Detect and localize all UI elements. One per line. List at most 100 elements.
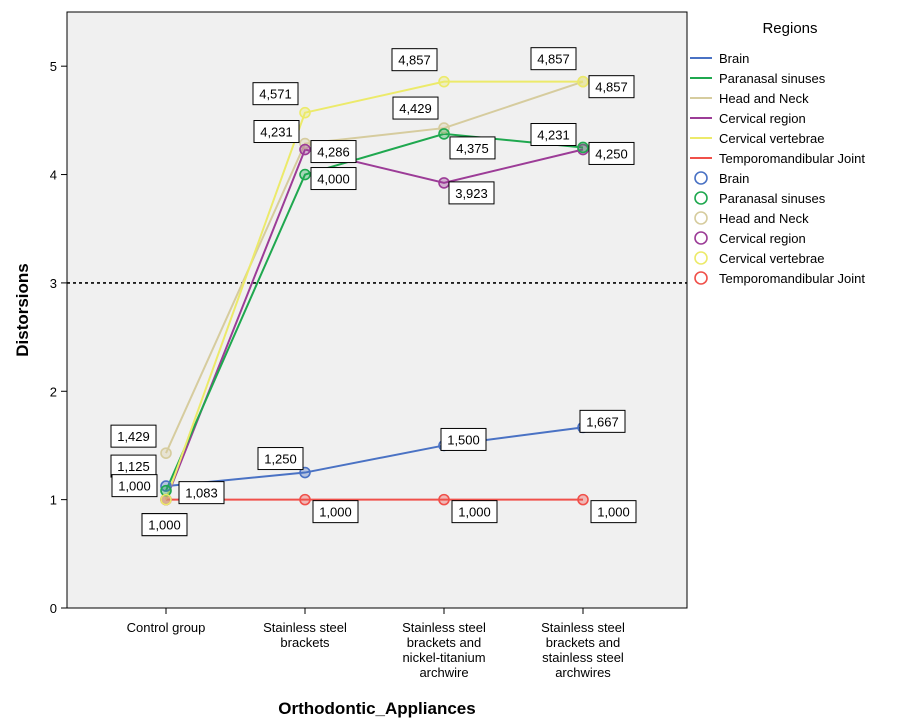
- data-label-box: [579, 409, 626, 433]
- legend-entry-marker: Cervical region: [719, 231, 806, 246]
- data-label: 1,000: [319, 505, 352, 520]
- x-tick-label-line: brackets: [280, 635, 330, 650]
- data-point: [577, 141, 589, 154]
- data-label: 1,083: [185, 486, 218, 501]
- x-tick-label: Stainless steel brackets and stainless ste…: [541, 620, 625, 680]
- data-label: 4,231: [537, 128, 570, 143]
- data-label: 4,250: [595, 146, 628, 161]
- legend-entry-line: Head and Neck: [719, 91, 809, 106]
- data-point: [299, 106, 311, 119]
- data-point: [438, 177, 450, 189]
- y-tick-label: 0: [50, 601, 57, 616]
- legend: Brain Paranasal sinuses Head and Neck Cervi…: [690, 51, 865, 286]
- y-tick-label: 3: [50, 276, 57, 291]
- data-label-box: [110, 424, 157, 448]
- legend-marker-swatch: [694, 191, 708, 205]
- data-label-box: [253, 120, 300, 144]
- data-point: [299, 168, 311, 181]
- x-tick-label-line: brackets and: [546, 635, 620, 650]
- series-line: [165, 148, 584, 501]
- data-label-box: [141, 513, 188, 537]
- data-label-box: [111, 474, 158, 498]
- legend-entry-marker: Head and Neck: [719, 211, 809, 226]
- data-label-box: [590, 500, 637, 524]
- data-label-box: [310, 140, 357, 164]
- data-point: [160, 484, 172, 497]
- data-label-box: [530, 123, 577, 147]
- x-tick-label-line: archwire: [419, 665, 468, 680]
- data-label: 4,857: [595, 80, 628, 95]
- data-label: 4,571: [259, 87, 292, 102]
- data-label: 4,375: [456, 141, 489, 156]
- data-point: [577, 75, 589, 88]
- data-label-box: [449, 136, 496, 160]
- legend-entry-marker: Brain: [719, 171, 749, 186]
- data-label-box: [588, 75, 635, 99]
- x-tick-label-line: Control group: [127, 620, 206, 635]
- data-label: 1,429: [117, 429, 150, 444]
- data-points-layer: [160, 75, 589, 506]
- data-label-box: [310, 167, 357, 191]
- y-tick-label: 5: [50, 59, 57, 74]
- data-point: [160, 447, 172, 459]
- legend-entry-line: Cervical region: [719, 111, 806, 126]
- data-point: [577, 493, 589, 506]
- data-label-box: [257, 447, 304, 471]
- data-label: 1,000: [597, 505, 630, 520]
- data-label-box: [448, 181, 495, 205]
- data-label-box: [252, 82, 299, 106]
- data-label: 4,857: [537, 52, 570, 67]
- data-label: 1,000: [458, 505, 491, 520]
- legend-marker-swatch: [694, 171, 708, 185]
- data-point: [299, 143, 311, 156]
- x-tick-label: Stainless steel brackets and nickel-titani…: [402, 620, 486, 680]
- data-label: 4,286: [317, 145, 350, 160]
- data-label: 1,125: [117, 459, 150, 474]
- legend-entry-line: Temporomandibular Joint: [719, 151, 865, 166]
- data-label: 1,667: [586, 414, 619, 429]
- legend-marker-swatch: [694, 211, 708, 225]
- data-label-box: [440, 427, 487, 451]
- x-tick-label-line: nickel-titanium: [402, 650, 485, 665]
- legend-entry-marker: Temporomandibular Joint: [719, 271, 865, 286]
- data-label: 4,231: [260, 125, 293, 140]
- y-tick-label: 2: [50, 384, 57, 399]
- data-label-box: [312, 500, 359, 524]
- data-point: [438, 75, 450, 88]
- legend-entry-marker: Cervical vertebrae: [719, 251, 825, 266]
- y-tick-label: 1: [50, 493, 57, 508]
- data-label-box: [588, 141, 635, 165]
- data-point: [299, 493, 311, 506]
- data-point: [438, 128, 450, 140]
- x-tick-label-line: brackets and: [407, 635, 481, 650]
- data-label-box: [530, 47, 577, 71]
- series-line: [165, 132, 584, 492]
- x-tick-label-line: Stainless steel: [402, 620, 486, 635]
- legend-title: Regions: [762, 20, 817, 37]
- series-lines-layer: [165, 80, 584, 501]
- x-tick-label: Control group: [127, 620, 206, 635]
- legend-marker-swatch: [694, 251, 708, 265]
- legend-marker-swatch: [694, 231, 708, 245]
- x-tick-label-line: archwires: [555, 665, 611, 680]
- data-point: [160, 493, 172, 506]
- legend-entry-marker: Paranasal sinuses: [719, 191, 826, 206]
- x-axis-title: Orthodontic_Appliances: [278, 699, 475, 718]
- data-label-box: [178, 481, 225, 505]
- data-label: 1,500: [447, 432, 480, 447]
- y-tick-label: 4: [50, 168, 57, 183]
- plot-area: [66, 11, 688, 609]
- data-point: [438, 122, 450, 134]
- series-line: [165, 426, 584, 488]
- x-tick-label-line: Stainless steel: [263, 620, 347, 635]
- data-label: 1,000: [118, 479, 151, 494]
- legend-marker-swatch: [694, 271, 708, 285]
- data-label-box: [392, 96, 439, 120]
- data-point: [438, 493, 450, 506]
- legend-entry-line: Cervical vertebrae: [719, 131, 825, 146]
- series-line: [165, 80, 583, 500]
- data-label: 4,000: [317, 172, 350, 187]
- series-line: [165, 80, 584, 454]
- data-label: 3,923: [455, 186, 488, 201]
